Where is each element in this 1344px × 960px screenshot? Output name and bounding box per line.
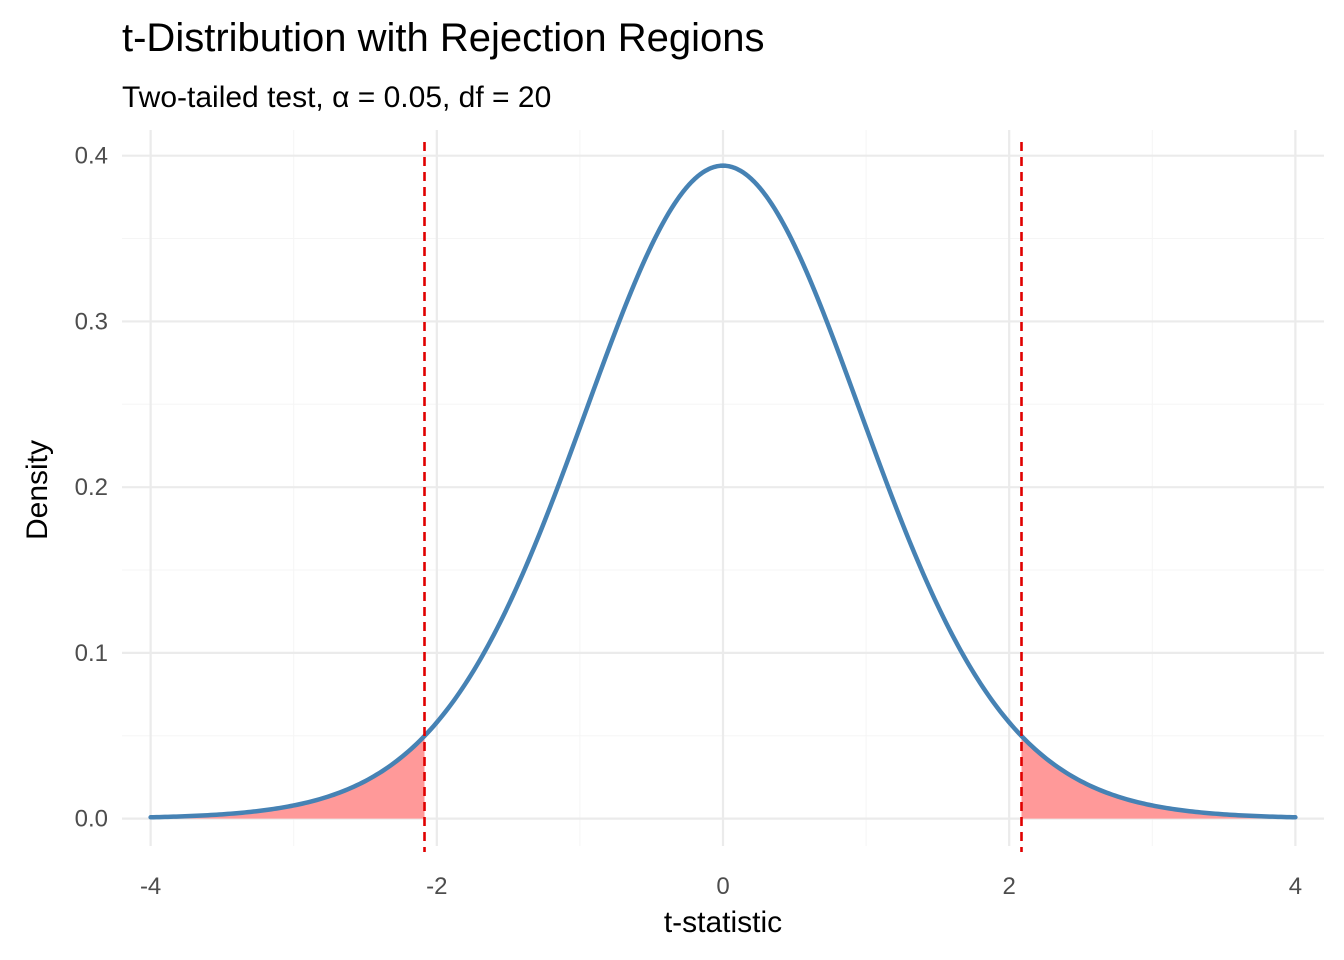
x-tick-label: -4 xyxy=(140,873,161,900)
major-gridlines xyxy=(122,130,1324,846)
y-axis-title: Density xyxy=(21,440,54,540)
density-curve-layer xyxy=(148,163,1298,820)
density-curve xyxy=(148,163,1298,820)
x-tick-label: 0 xyxy=(716,873,729,900)
x-tick-label: 4 xyxy=(1289,873,1302,900)
x-axis-title: t-statistic xyxy=(664,906,782,939)
y-tick-label: 0.1 xyxy=(75,640,108,667)
chart-title: t-Distribution with Rejection Regions xyxy=(122,16,765,60)
chart-subtitle: Two-tailed test, α = 0.05, df = 20 xyxy=(122,81,551,114)
x-tick-label: -2 xyxy=(426,873,447,900)
critical-value-lines xyxy=(423,142,1023,852)
left-rejection-region xyxy=(150,736,425,819)
y-tick-label: 0.0 xyxy=(75,806,108,833)
y-axis-ticks: 0.0 0.1 0.2 0.3 0.4 xyxy=(75,143,108,833)
y-tick-label: 0.2 xyxy=(75,474,108,501)
y-tick-label: 0.3 xyxy=(75,308,108,335)
x-axis-ticks: -4 -2 0 2 4 xyxy=(140,873,1302,900)
right-rejection-region xyxy=(1021,736,1296,819)
x-tick-label: 2 xyxy=(1003,873,1016,900)
y-tick-label: 0.4 xyxy=(75,143,108,170)
rejection-regions xyxy=(150,736,1296,819)
